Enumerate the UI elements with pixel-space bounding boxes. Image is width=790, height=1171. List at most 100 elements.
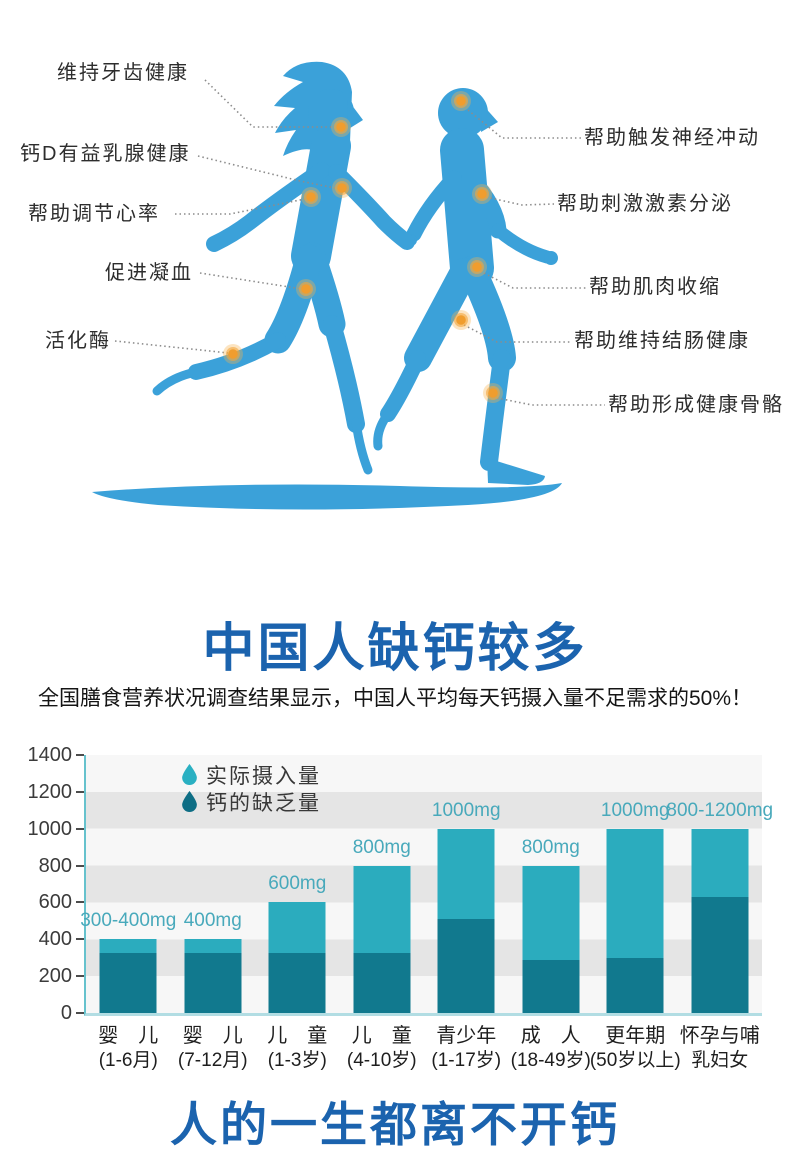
stacked-bar (184, 939, 242, 1013)
bar-value-label: 800mg (352, 836, 411, 858)
y-axis-tick-mark (76, 827, 84, 830)
x-axis-label-line1: 成 人 (520, 1025, 581, 1047)
annotation-nerve-impulse: 帮助触发神经冲动 (584, 127, 760, 149)
runners-illustration (92, 61, 605, 510)
x-axis-label-line2: (4-10岁) (346, 1050, 417, 1071)
chart-plot: 实际摄入量 钙的缺乏量 0 200 400 600 800 1000 1200 1400 300… (28, 744, 774, 1071)
legend-label-intake: 实际摄入量 (206, 764, 321, 788)
x-axis-label-line2: (18-49岁) (510, 1050, 591, 1071)
annotation-hormones: 帮助刺激激素分泌 (557, 193, 733, 215)
bar-group: 800-1200mg 怀孕与哺乳妇女 (666, 755, 773, 1071)
y-axis-tick-label: 600 (38, 891, 72, 914)
calcium-intake-chart: 实际摄入量 钙的缺乏量 0 200 400 600 800 1000 1200 1400 300… (0, 740, 790, 1075)
x-axis-label-line2: (7-12月) (177, 1050, 248, 1071)
annotation-muscle: 帮助肌肉收缩 (589, 276, 721, 298)
annotation-teeth-health: 维持牙齿健康 (57, 62, 189, 84)
annotation-lines (114, 79, 605, 406)
y-axis-tick-mark (76, 754, 84, 756)
stacked-bar (691, 828, 749, 1013)
x-axis-label-line1: 儿 童 (267, 1025, 328, 1047)
bar-group: 600mg 儿 童 (1-3岁) (255, 755, 340, 1071)
x-axis-label-line1: 青少年 (436, 1025, 497, 1047)
x-axis-label: 更年期 (50岁以上) (583, 1024, 688, 1072)
y-axis-tick-label: 800 (38, 854, 72, 877)
bar-segment-deficiency (522, 959, 580, 1013)
x-axis-label: 婴 儿 (7-12月) (160, 1024, 265, 1072)
x-axis-label: 成 人 (18-49岁) (498, 1024, 603, 1072)
annotation-blood-clotting: 促进凝血 (105, 262, 193, 284)
x-axis-label: 儿 童 (1-3岁) (245, 1024, 350, 1072)
stacked-bar (353, 865, 411, 1013)
x-axis-label-line1: 婴 儿 (182, 1025, 243, 1047)
bar-segment-intake (437, 828, 495, 920)
male-runner-figure (373, 88, 558, 485)
bar-value-label: 800mg (521, 836, 580, 858)
section-subtitle: 全国膳食营养状况调查结果显示，中国人平均每天钙摄入量不足需求的50%！ (37, 687, 753, 710)
water-drop-icon (182, 791, 197, 812)
bar-segment-intake (691, 828, 749, 897)
bar-group: 1000mg 青少年 (1-17岁) (424, 755, 509, 1071)
x-axis-label-line2: (1-17岁) (431, 1050, 502, 1071)
footer-title: 人的一生都离不开钙 (170, 1098, 620, 1151)
y-axis-tick-mark (76, 1012, 84, 1014)
x-axis-label-line2: 乳妇女 (691, 1050, 749, 1071)
bar-group: 300-400mg 婴 儿 (1-6月) (80, 755, 176, 1071)
annotation-colon-health: 帮助维持结肠健康 (574, 330, 750, 352)
section-title: 中国人缺钙较多 (202, 620, 588, 678)
stacked-bar (437, 828, 495, 1013)
x-axis-label: 怀孕与哺 乳妇女 (667, 1024, 772, 1072)
x-axis-label-line1: 儿 童 (351, 1025, 412, 1047)
stacked-bar (268, 902, 326, 1013)
annotation-heart-rate: 帮助调节心率 (28, 203, 160, 225)
chart-legend: 实际摄入量 钙的缺乏量 (182, 761, 321, 815)
y-axis-tick-mark (76, 938, 84, 941)
stacked-bar (522, 865, 580, 1013)
bar-segment-deficiency (268, 953, 326, 1013)
stacked-bar (99, 939, 157, 1013)
bar-segment-deficiency (606, 957, 664, 1013)
bar-value-label: 300-400mg (80, 910, 177, 932)
calcium-point-dots (223, 91, 503, 403)
bar-value-label: 800-1200mg (666, 799, 774, 821)
x-axis-label-line1: 婴 儿 (98, 1025, 159, 1047)
annotation-bones: 帮助形成健康骨骼 (608, 394, 784, 416)
x-axis-label-line1: 怀孕与哺 (679, 1025, 760, 1047)
x-axis-label: 婴 儿 (1-6月) (76, 1024, 181, 1072)
bar-value-label: 1000mg (600, 799, 670, 821)
annotation-enzymes: 活化酶 (45, 330, 111, 352)
x-axis-label-line2: (1-3岁) (267, 1050, 327, 1071)
bar-group: 400mg 婴 儿 (7-12月) (171, 755, 256, 1071)
legend-item-deficiency: 钙的缺乏量 (182, 788, 321, 815)
legend-item-intake: 实际摄入量 (182, 761, 321, 788)
x-axis-label: 儿 童 (4-10岁) (329, 1024, 434, 1072)
x-axis-label-line2: (50岁以上) (589, 1050, 681, 1071)
x-axis-label: 青少年 (1-17岁) (414, 1024, 519, 1072)
female-runner-figure (152, 61, 415, 475)
y-axis-tick-label: 200 (38, 965, 72, 988)
y-axis-tick-mark (76, 975, 84, 978)
bar-value-label: 1000mg (431, 799, 501, 821)
y-axis-tick-mark (76, 790, 84, 793)
bar-segment-deficiency (184, 953, 242, 1013)
x-axis-label-line2: (1-6月) (98, 1050, 158, 1071)
bar-value-label: 400mg (183, 910, 242, 932)
y-axis-tick-label: 0 (60, 1002, 72, 1024)
y-axis-tick-label: 1400 (27, 744, 73, 766)
bar-value-label: 600mg (268, 873, 327, 895)
bar-segment-intake (353, 865, 411, 954)
y-axis-tick-label: 1000 (27, 817, 73, 840)
legend-label-deficiency: 钙的缺乏量 (206, 791, 321, 815)
calcium-benefits-diagram: 维持牙齿健康 钙D有益乳腺健康 帮助调节心率 促进凝血 活化酶 帮助触发神经冲动… (0, 0, 790, 560)
y-axis-tick-label: 1200 (27, 780, 73, 803)
bar-segment-intake (184, 939, 242, 954)
bar-segment-deficiency (691, 896, 749, 1013)
bar-segment-intake (268, 902, 326, 954)
y-axis-tick-mark (76, 901, 84, 904)
bar-group: 800mg 儿 童 (4-10岁) (340, 755, 425, 1071)
bar-segment-intake (522, 865, 580, 960)
y-axis-tick-mark (76, 864, 84, 867)
bar-segment-deficiency (353, 953, 411, 1013)
water-drop-icon (182, 764, 197, 785)
bar-group: 1000mg 更年期 (50岁以上) (590, 755, 681, 1071)
bar-segment-deficiency (99, 953, 157, 1013)
